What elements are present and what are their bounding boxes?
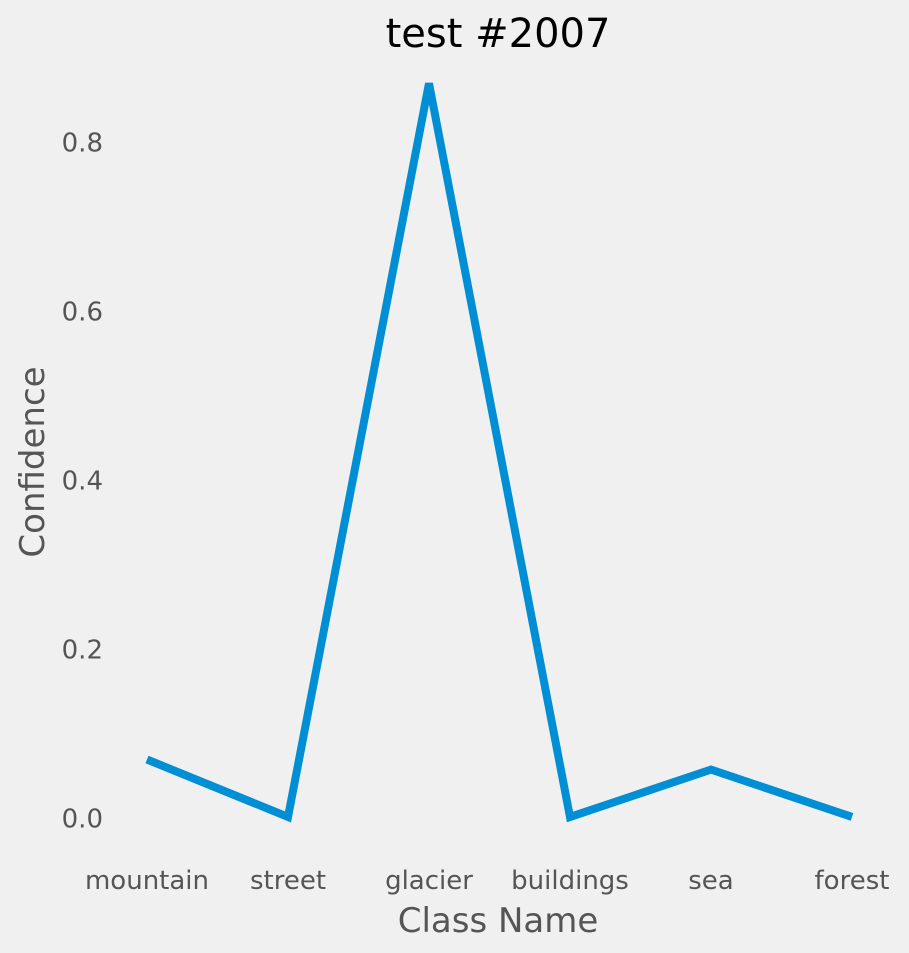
y-tick-label: 0.6: [62, 298, 103, 328]
chart-title: test #2007: [386, 11, 611, 57]
y-tick-label: 0.8: [62, 129, 103, 159]
x-tick-label: forest: [815, 866, 890, 896]
y-tick-label: 0.4: [62, 467, 103, 497]
x-tick-label: street: [250, 866, 326, 896]
x-tick-label: buildings: [511, 866, 629, 896]
x-tick-label: mountain: [85, 866, 209, 896]
y-axis-ticks: 0.0 0.2 0.4 0.6 0.8: [62, 129, 103, 835]
x-tick-label: sea: [688, 866, 733, 896]
x-tick-label: glacier: [385, 866, 473, 896]
series-line: [145, 82, 854, 823]
y-axis-label: Confidence: [13, 366, 53, 557]
y-tick-label: 0.0: [62, 805, 103, 835]
series-group: [145, 82, 854, 823]
x-axis-label: Class Name: [398, 901, 599, 941]
x-axis-ticks: mountain street glacier buildings sea forest: [85, 866, 889, 896]
y-tick-label: 0.2: [62, 636, 103, 666]
